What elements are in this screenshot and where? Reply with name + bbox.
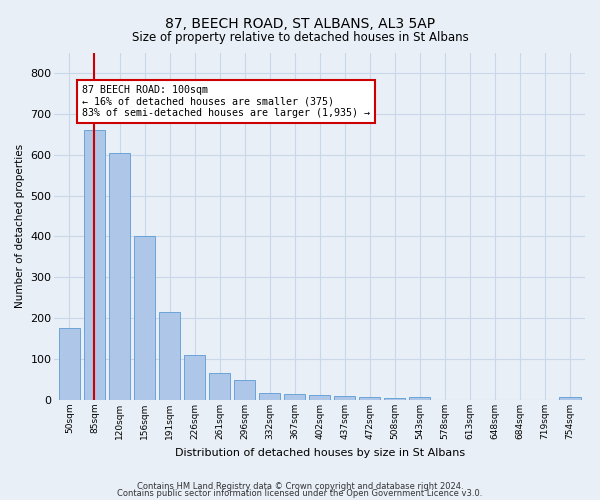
Bar bbox=[234, 380, 255, 400]
Bar bbox=[409, 397, 430, 400]
Text: 87, BEECH ROAD, ST ALBANS, AL3 5AP: 87, BEECH ROAD, ST ALBANS, AL3 5AP bbox=[165, 18, 435, 32]
Bar bbox=[359, 397, 380, 400]
Bar bbox=[184, 355, 205, 400]
Text: Contains public sector information licensed under the Open Government Licence v3: Contains public sector information licen… bbox=[118, 490, 482, 498]
Bar bbox=[134, 236, 155, 400]
Text: Contains HM Land Registry data © Crown copyright and database right 2024.: Contains HM Land Registry data © Crown c… bbox=[137, 482, 463, 491]
Bar bbox=[259, 393, 280, 400]
Bar bbox=[309, 394, 331, 400]
Bar bbox=[159, 312, 180, 400]
Bar bbox=[559, 397, 581, 400]
Bar bbox=[59, 328, 80, 400]
Bar bbox=[284, 394, 305, 400]
Bar bbox=[334, 396, 355, 400]
Text: Size of property relative to detached houses in St Albans: Size of property relative to detached ho… bbox=[131, 31, 469, 44]
X-axis label: Distribution of detached houses by size in St Albans: Distribution of detached houses by size … bbox=[175, 448, 465, 458]
Bar bbox=[209, 374, 230, 400]
Bar bbox=[109, 152, 130, 400]
Y-axis label: Number of detached properties: Number of detached properties bbox=[15, 144, 25, 308]
Bar bbox=[384, 398, 406, 400]
Text: 87 BEECH ROAD: 100sqm
← 16% of detached houses are smaller (375)
83% of semi-det: 87 BEECH ROAD: 100sqm ← 16% of detached … bbox=[82, 85, 370, 118]
Bar bbox=[84, 130, 105, 400]
